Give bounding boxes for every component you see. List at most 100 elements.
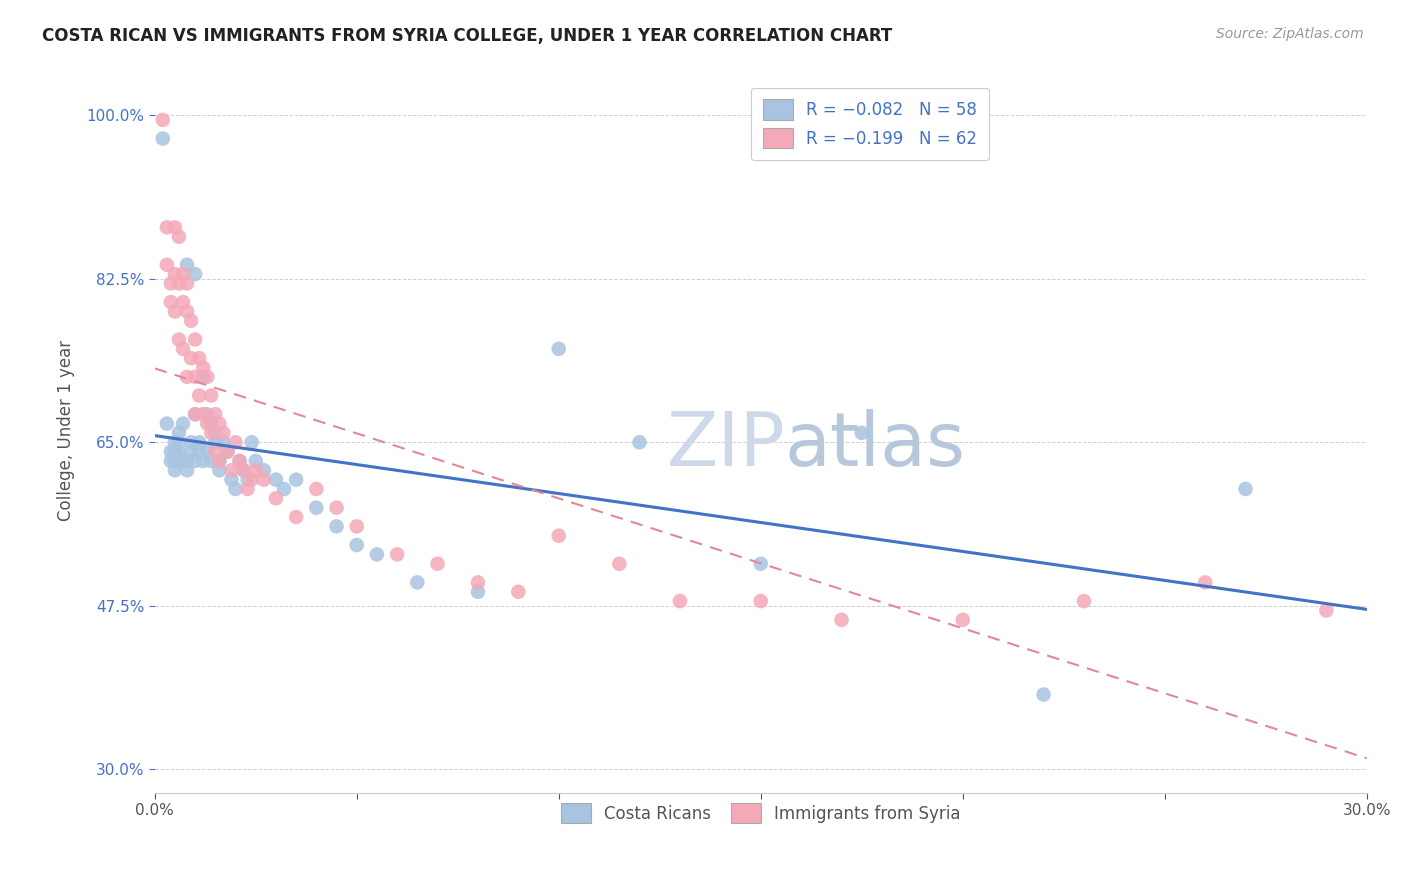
Point [208, 417, 231, 431]
Point [628, 435, 651, 450]
Point [225, 435, 247, 450]
Point [193, 369, 215, 384]
Point [217, 444, 239, 458]
Point [236, 473, 259, 487]
Legend: Costa Ricans, Immigrants from Syria: Costa Ricans, Immigrants from Syria [548, 791, 973, 835]
Point [200, 425, 222, 440]
Point [366, 548, 388, 562]
Point [193, 407, 215, 421]
Point [188, 435, 211, 450]
Point [184, 369, 207, 384]
Point [172, 295, 194, 310]
Point [184, 267, 207, 281]
Point [467, 575, 489, 590]
Point [188, 388, 211, 402]
Point [1032, 688, 1054, 702]
Text: ZIP: ZIP [666, 409, 785, 482]
Point [217, 444, 239, 458]
Point [200, 454, 222, 468]
Point [467, 584, 489, 599]
Point [167, 435, 190, 450]
Point [212, 435, 235, 450]
Point [221, 473, 243, 487]
Point [305, 482, 328, 496]
Point [232, 463, 254, 477]
Point [167, 229, 190, 244]
Point [208, 454, 231, 468]
Point [245, 463, 267, 477]
Point [163, 304, 186, 318]
Point [156, 417, 179, 431]
Text: COSTA RICAN VS IMMIGRANTS FROM SYRIA COLLEGE, UNDER 1 YEAR CORRELATION CHART: COSTA RICAN VS IMMIGRANTS FROM SYRIA COL… [42, 27, 893, 45]
Point [176, 277, 198, 291]
Point [180, 351, 202, 366]
Text: atlas: atlas [785, 409, 966, 482]
Point [163, 444, 186, 458]
Point [228, 454, 250, 468]
Point [240, 473, 263, 487]
Point [212, 425, 235, 440]
Point [346, 538, 368, 552]
Point [172, 267, 194, 281]
Point [285, 510, 308, 524]
Point [208, 454, 231, 468]
Y-axis label: College, Under 1 year: College, Under 1 year [58, 340, 75, 521]
Point [152, 112, 174, 127]
Point [200, 417, 222, 431]
Point [184, 407, 207, 421]
Point [160, 295, 183, 310]
Point [195, 444, 218, 458]
Point [195, 417, 218, 431]
Point [749, 594, 772, 608]
Point [508, 584, 530, 599]
Point [426, 557, 449, 571]
Point [273, 482, 295, 496]
Point [1073, 594, 1095, 608]
Point [204, 425, 226, 440]
Point [163, 463, 186, 477]
Point [253, 463, 276, 477]
Point [188, 444, 211, 458]
Point [167, 425, 190, 440]
Point [245, 454, 267, 468]
Point [204, 444, 226, 458]
Point [180, 435, 202, 450]
Point [749, 557, 772, 571]
Point [285, 473, 308, 487]
Point [195, 369, 218, 384]
Text: Source: ZipAtlas.com: Source: ZipAtlas.com [1216, 27, 1364, 41]
Point [172, 454, 194, 468]
Point [163, 454, 186, 468]
Point [228, 454, 250, 468]
Point [195, 407, 218, 421]
Point [264, 491, 287, 506]
Point [346, 519, 368, 533]
Point [180, 314, 202, 328]
Point [204, 435, 226, 450]
Point [184, 333, 207, 347]
Point [221, 463, 243, 477]
Point [240, 435, 263, 450]
Point [184, 407, 207, 421]
Point [176, 454, 198, 468]
Point [851, 425, 873, 440]
Point [831, 613, 853, 627]
Point [176, 258, 198, 272]
Point [172, 342, 194, 356]
Point [163, 220, 186, 235]
Point [176, 304, 198, 318]
Point [163, 435, 186, 450]
Point [385, 548, 408, 562]
Point [225, 482, 247, 496]
Point [176, 463, 198, 477]
Point [607, 557, 630, 571]
Point [200, 388, 222, 402]
Point [167, 444, 190, 458]
Point [167, 277, 190, 291]
Point [669, 594, 692, 608]
Point [547, 342, 569, 356]
Point [176, 369, 198, 384]
Point [232, 463, 254, 477]
Point [1315, 603, 1337, 617]
Point [1234, 482, 1257, 496]
